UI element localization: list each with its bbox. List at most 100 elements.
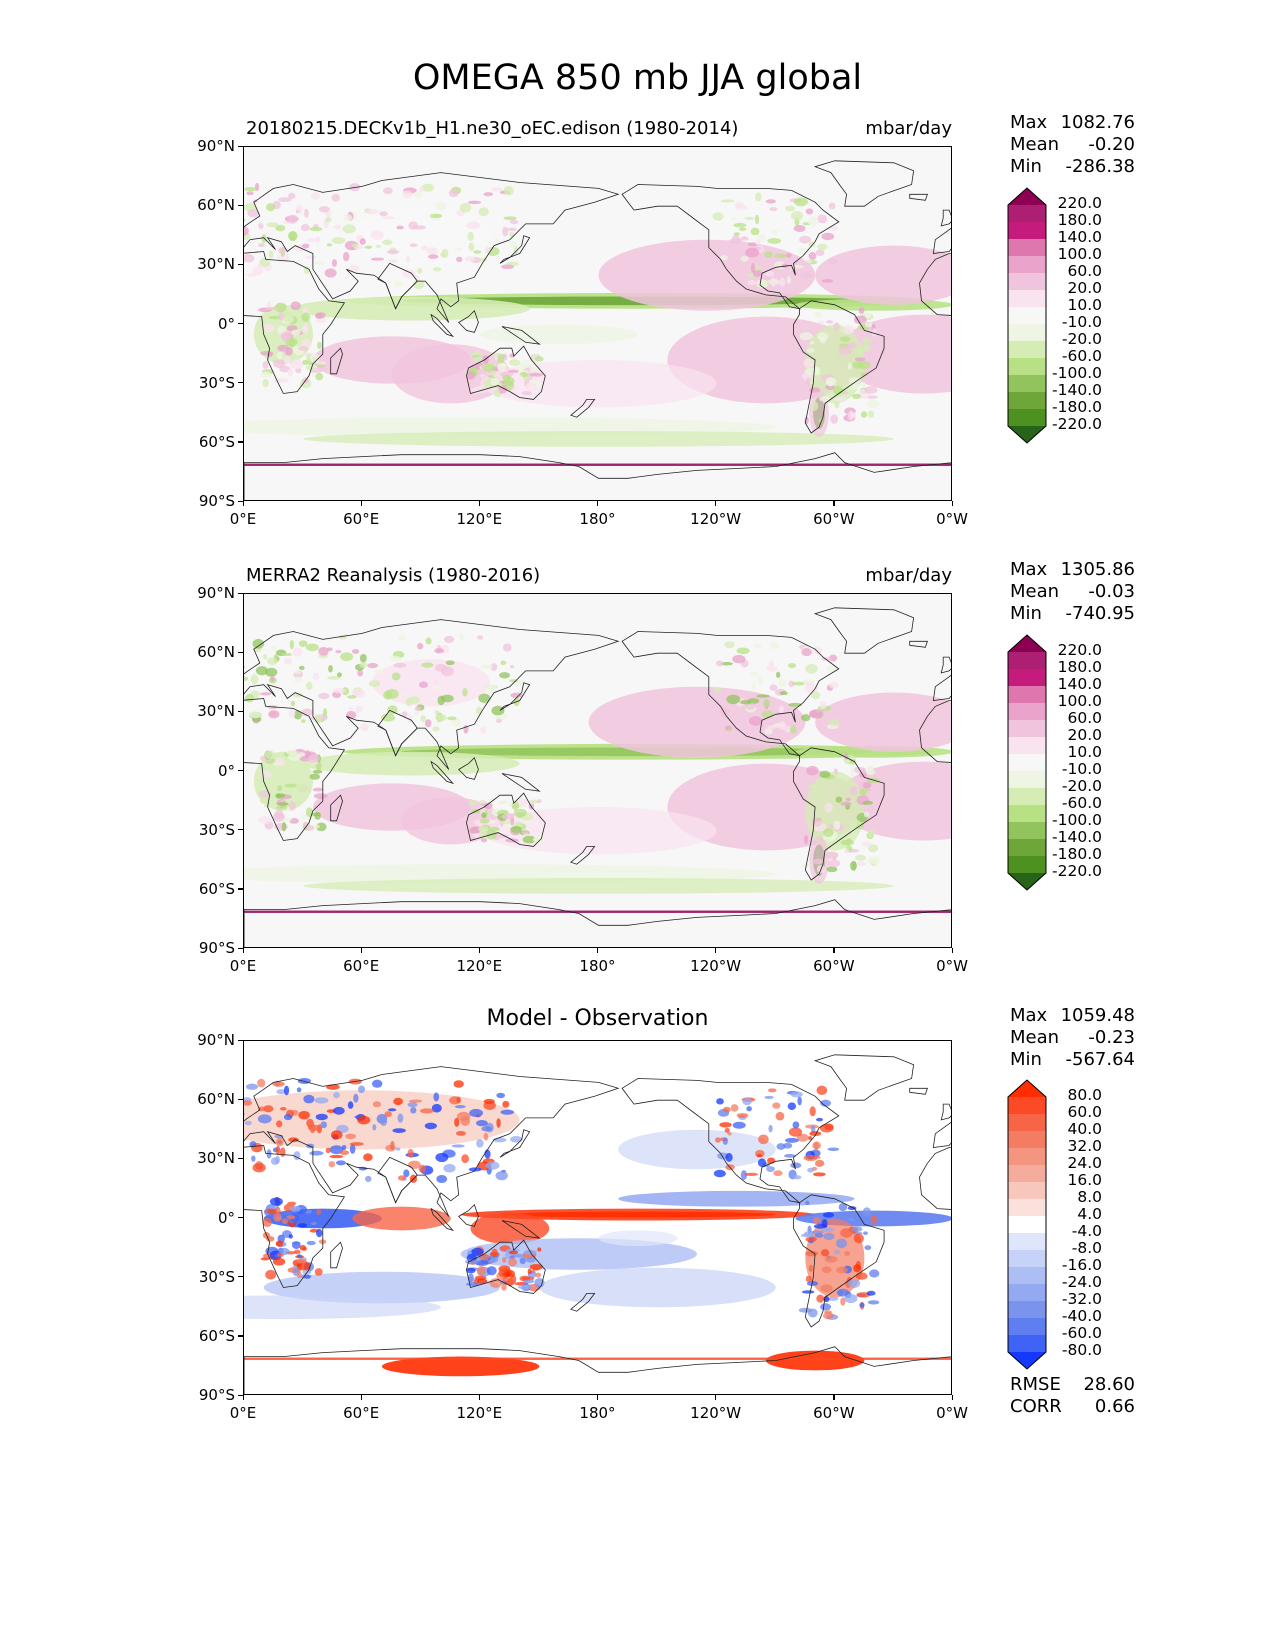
coast-iceland	[909, 193, 928, 201]
colorbar-swatch	[1008, 1165, 1046, 1183]
map-model	[243, 146, 952, 501]
lat-tick-label: 90°S	[198, 492, 235, 510]
coast-borneo	[458, 309, 479, 333]
colorbar-swatch	[1008, 324, 1046, 342]
coast-antarctica	[244, 899, 951, 947]
lon-tick-label: 0°E	[229, 1404, 257, 1422]
colorbar-swatch	[1008, 1182, 1046, 1200]
coast-australia	[466, 1239, 546, 1294]
colorbar-label: 220.0	[1057, 641, 1102, 659]
lat-tick-mark	[238, 829, 243, 831]
land-speckle	[244, 182, 880, 425]
lon-tick-label: 60°W	[813, 510, 855, 528]
field-blob	[765, 1350, 865, 1371]
lon-tick-mark	[242, 948, 244, 953]
coast-newguinea	[501, 773, 541, 792]
field-blob	[598, 1230, 678, 1247]
lat-tick-mark	[238, 1217, 243, 1219]
lon-tick-mark	[715, 1395, 717, 1400]
panel-model-title: 20180215.DECKv1b_H1.ne30_oEC.edison (198…	[246, 118, 739, 139]
field-blob	[303, 751, 520, 776]
colorbar-cap-bottom	[1008, 873, 1046, 890]
colorbar-label: 140.0	[1057, 228, 1102, 246]
lon-tick-label: 60°E	[343, 1404, 380, 1422]
panel-diff-title: Model - Observation	[486, 1006, 709, 1031]
land-speckle	[244, 633, 881, 874]
colorbar-swatch	[1008, 1335, 1046, 1353]
map-obs	[243, 593, 952, 948]
colorbar-cap-bottom	[1008, 426, 1046, 443]
colorbar-label: -10.0	[1061, 313, 1102, 331]
colorbar-swatch	[1008, 1233, 1046, 1251]
lat-tick-label: 30°N	[197, 255, 235, 274]
lon-tick-label: 120°W	[690, 510, 742, 528]
field-blob	[815, 245, 951, 305]
coast-samerica	[793, 1194, 885, 1328]
lat-tick-mark	[238, 770, 243, 772]
colorbar-label: -40.0	[1061, 1307, 1102, 1325]
lon-tick-label: 120°W	[690, 1404, 742, 1422]
colorbar-obs: 220.0 180.0 140.0 100.0 60.0 20.0 10.0 -10.0 -20…	[1006, 633, 1102, 896]
panel-obs-title: MERRA2 Reanalysis (1980-2016)	[246, 565, 541, 586]
field-blob	[352, 1206, 451, 1231]
field-blob	[303, 431, 894, 447]
lat-tick-label: 0°	[217, 314, 235, 333]
map-diff	[243, 1040, 952, 1395]
lon-tick-mark	[951, 501, 953, 506]
coast-namerica	[621, 1078, 840, 1204]
coastlines	[244, 1054, 951, 1394]
colorbar-swatch	[1008, 669, 1046, 687]
lon-tick-mark	[597, 1395, 599, 1400]
colorbar-swatch	[1008, 839, 1046, 857]
colorbar-label: 100.0	[1057, 692, 1102, 710]
colorbar-label: -220.0	[1052, 862, 1102, 880]
coast-borneo	[458, 756, 479, 780]
lat-tick-mark	[238, 323, 243, 325]
coast-uk	[940, 1103, 951, 1121]
field-blob	[470, 1212, 550, 1245]
colorbar-swatch	[1008, 1318, 1046, 1336]
colorbar-cap-bottom	[1008, 1352, 1046, 1369]
colorbar-swatch	[1008, 1284, 1046, 1302]
coast-borneo	[458, 1203, 479, 1227]
colorbar-swatch	[1008, 771, 1046, 789]
lon-tick-label: 120°E	[456, 957, 503, 975]
coast-newzealand	[570, 399, 596, 418]
coast-india	[377, 1156, 418, 1204]
colorbar-swatch	[1008, 1199, 1046, 1217]
coast-sumatra	[430, 313, 455, 338]
lat-tick-label: 0°	[217, 761, 235, 780]
colorbar-swatch	[1008, 1131, 1046, 1149]
coast-newguinea	[501, 326, 541, 345]
lon-tick-label: 120°W	[690, 957, 742, 975]
lat-tick-label: 30°S	[198, 1267, 235, 1286]
lat-tick-label: 60°N	[197, 196, 235, 215]
coast-newzealand	[570, 1293, 596, 1312]
field-blob	[352, 206, 491, 266]
colorbar-diff: 80.0 60.0 40.0 32.0 24.0 16.0 8.0 4.0 -4.0 -8.0 -1…	[1006, 1078, 1102, 1375]
antarctic-edge	[244, 910, 951, 913]
lat-tick-mark	[238, 651, 243, 653]
stats-obs: Max 1305.86 Mean -0.03 Min -740.95	[1010, 559, 1135, 624]
lat-tick-label: 30°N	[197, 702, 235, 721]
colorbar-swatch	[1008, 703, 1046, 721]
colorbar-swatch	[1008, 754, 1046, 772]
lat-tick-mark	[238, 1276, 243, 1278]
panel-model-units: mbar/day	[865, 118, 952, 139]
colorbar-label: -140.0	[1052, 381, 1102, 399]
coast-australia	[466, 345, 546, 400]
colorbar-swatch	[1008, 290, 1046, 308]
lon-tick-label: 0°W	[936, 1404, 968, 1422]
colorbar-swatch	[1008, 805, 1046, 823]
colorbar-swatch	[1008, 720, 1046, 738]
field-blob	[303, 878, 894, 894]
coast-antarctica	[244, 1346, 951, 1394]
coast-japan	[499, 235, 531, 264]
coast-newguinea	[501, 1220, 541, 1239]
lon-tick-label: 180°	[579, 957, 616, 975]
lat-tick-mark	[238, 500, 243, 502]
colorbar-label: 60.0	[1067, 262, 1102, 280]
antarctic-edge	[244, 1357, 951, 1360]
stats-model: Max 1082.76 Mean -0.20 Min -286.38	[1010, 112, 1135, 177]
colorbar-label: 60.0	[1067, 1103, 1102, 1121]
